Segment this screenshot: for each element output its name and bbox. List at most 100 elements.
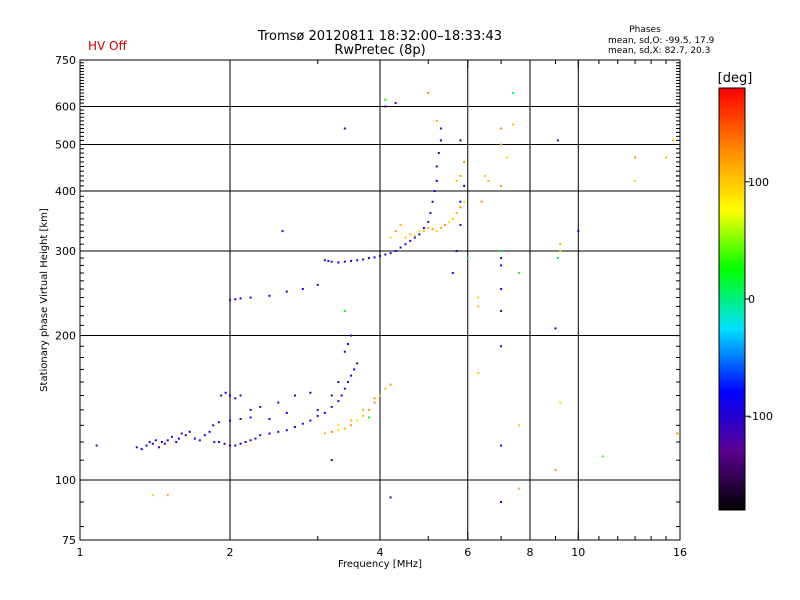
echo-point <box>198 439 201 442</box>
y-tick-label: 100 <box>55 474 76 487</box>
colorbar-label: [deg] <box>718 71 753 86</box>
echo-point <box>301 422 304 425</box>
echo-point <box>435 119 438 122</box>
y-tick-label: 600 <box>55 101 76 114</box>
echo-point <box>160 441 163 444</box>
echo-point <box>463 200 466 203</box>
echo-point <box>277 401 280 404</box>
echo-point <box>212 424 215 427</box>
echo-point <box>427 227 430 230</box>
phases-stat-o: mean, sd,O: -99.5, 17.9 <box>608 36 715 46</box>
echo-point <box>431 200 434 203</box>
y-tick-label: 750 <box>55 54 76 67</box>
echo-point <box>413 235 416 238</box>
echo-point <box>234 444 237 447</box>
echo-point <box>343 387 346 390</box>
echo-point <box>439 139 442 142</box>
echo-point <box>340 394 343 397</box>
echo-point <box>330 430 333 433</box>
echo-point <box>676 432 679 435</box>
echo-point <box>350 424 353 427</box>
echo-point <box>229 419 231 422</box>
echo-point <box>435 230 438 233</box>
echo-point <box>268 432 271 435</box>
echo-point <box>346 381 349 384</box>
echo-point <box>223 442 226 445</box>
echo-point <box>409 233 412 236</box>
echo-point <box>427 92 430 95</box>
echo-point <box>224 391 227 394</box>
echo-point <box>135 446 138 449</box>
echo-point <box>166 439 169 442</box>
echo-point <box>517 487 520 490</box>
echo-point <box>220 394 223 397</box>
echo-point <box>140 448 143 451</box>
echo-point <box>259 434 262 437</box>
x-tick-label: 10 <box>571 546 585 559</box>
echo-point <box>389 496 392 499</box>
echo-point <box>463 160 466 163</box>
colorbar-ticks: 100 0 -100 <box>745 176 773 423</box>
echo-point <box>672 139 675 142</box>
echo-points <box>95 92 679 503</box>
echo-point <box>268 294 271 297</box>
echo-point <box>249 439 252 442</box>
echo-point <box>145 444 148 447</box>
colorbar <box>718 87 746 511</box>
x-axis-label: Frequency [MHz] <box>338 559 422 570</box>
echo-point <box>356 419 359 422</box>
echo-point <box>249 408 252 411</box>
echo-point <box>665 156 668 159</box>
echo-point <box>455 212 458 215</box>
echo-point <box>343 427 346 430</box>
y-axis-ticks: 75 100 200 300 400 500 600 750 <box>55 54 680 547</box>
y-tick-label: 200 <box>55 330 76 343</box>
echo-point <box>384 387 387 390</box>
echo-point <box>157 446 160 449</box>
echo-point <box>500 500 503 503</box>
echo-point <box>193 437 196 440</box>
x-tick-label: 16 <box>673 546 687 559</box>
echo-point <box>177 437 180 440</box>
plot-grid <box>80 60 680 540</box>
phases-stat-x: mean, sd,X: 82.7, 20.3 <box>608 46 710 56</box>
echo-point <box>367 416 370 419</box>
echo-point <box>435 165 438 168</box>
x-tick-label: 4 <box>377 546 384 559</box>
y-tick-label: 300 <box>55 245 76 258</box>
echo-point <box>556 257 559 260</box>
echo-point <box>459 174 462 177</box>
y-tick-label: 500 <box>55 139 76 152</box>
echo-point <box>404 236 407 239</box>
echo-point <box>439 227 442 230</box>
echo-point <box>477 372 480 375</box>
echo-point <box>208 430 211 433</box>
echo-point <box>239 442 242 445</box>
echo-point <box>350 419 353 422</box>
echo-point <box>554 327 557 330</box>
echo-point <box>285 429 288 432</box>
echo-point <box>217 421 220 424</box>
echo-point <box>343 309 346 312</box>
echo-point <box>330 405 333 408</box>
y-axis-label: Stationary phase Virtual Height [km] <box>39 208 50 392</box>
echo-point <box>330 260 333 263</box>
echo-point <box>229 394 231 397</box>
echo-point <box>384 98 387 101</box>
echo-point <box>356 259 359 262</box>
echo-point <box>281 230 284 233</box>
echo-point <box>285 411 288 414</box>
echo-point <box>559 401 562 404</box>
echo-point <box>459 139 462 142</box>
echo-point <box>394 250 397 253</box>
chart-title: Tromsø 20120811 18:32:00–18:33:43 <box>257 29 502 44</box>
echo-point <box>500 257 503 260</box>
echo-point <box>418 230 421 233</box>
echo-point <box>330 394 333 397</box>
echo-point <box>554 468 557 471</box>
echo-point <box>418 233 421 236</box>
echo-point <box>229 299 231 302</box>
echo-point <box>455 250 458 253</box>
echo-point <box>346 343 349 346</box>
echo-point <box>323 432 326 435</box>
